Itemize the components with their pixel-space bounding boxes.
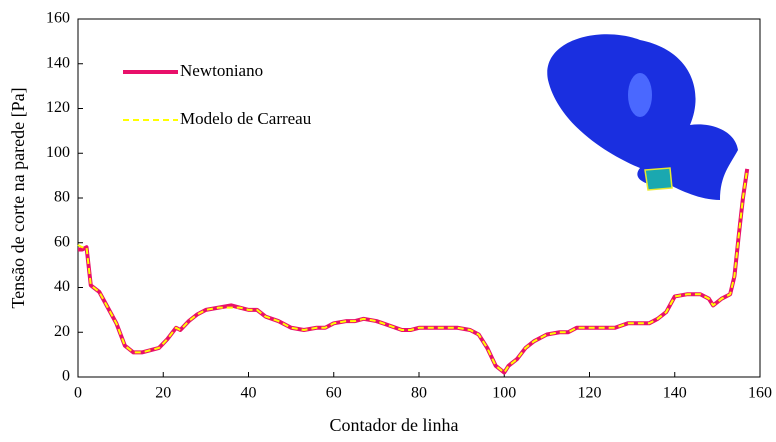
y-tick-label: 20 [54,323,70,340]
legend-label: Modelo de Carreau [180,109,312,128]
x-tick-label: 120 [578,385,602,402]
x-tick-label: 60 [326,385,342,402]
x-tick-label: 0 [74,385,82,402]
x-tick-label: 80 [411,385,427,402]
y-tick-label: 120 [46,99,70,116]
x-tick-label: 100 [492,385,516,402]
y-tick-label: 100 [46,144,70,161]
x-tick-label: 40 [241,385,257,402]
x-tick-label: 20 [155,385,171,402]
legend-label: Newtoniano [180,61,263,80]
y-tick-label: 160 [46,10,70,27]
x-tick-label: 140 [663,385,687,402]
series-line [77,168,749,374]
y-tick-label: 40 [54,278,70,295]
x-axis-label: Contador de linha [330,415,459,435]
inset-image [547,34,738,200]
y-tick-label: 60 [54,233,70,250]
y-tick-label: 80 [54,189,70,206]
y-tick-label: 140 [46,54,70,71]
x-tick-label: 160 [748,385,772,402]
y-tick-label: 0 [62,368,70,385]
series-line [78,168,750,375]
y-axis-label: Tensão de corte na parede [Pa] [8,87,28,308]
